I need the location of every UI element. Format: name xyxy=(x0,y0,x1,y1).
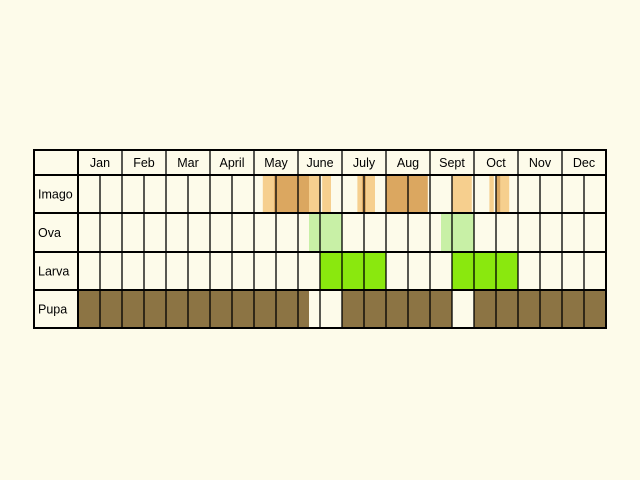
segment-imago-8 xyxy=(452,175,472,213)
month-label-8: Sept xyxy=(439,156,465,170)
segment-imago-4 xyxy=(357,175,362,213)
segment-imago-6 xyxy=(366,175,375,213)
month-label-9: Oct xyxy=(486,156,506,170)
month-label-3: April xyxy=(219,156,244,170)
month-label-6: July xyxy=(353,156,376,170)
month-label-10: Nov xyxy=(529,156,552,170)
month-label-11: Dec xyxy=(573,156,595,170)
segment-imago-9 xyxy=(489,175,494,213)
segment-imago-0 xyxy=(262,175,274,213)
stage-label-larva: Larva xyxy=(38,265,69,279)
table-grid xyxy=(33,149,607,329)
segment-imago-3 xyxy=(322,175,331,213)
segment-fills xyxy=(78,175,606,328)
segment-larva-0 xyxy=(320,252,386,290)
month-label-4: May xyxy=(264,156,288,170)
segment-imago-11 xyxy=(500,175,510,213)
segment-imago-10 xyxy=(496,175,501,213)
segment-imago-2 xyxy=(309,175,320,213)
month-label-1: Feb xyxy=(133,156,155,170)
segment-pupa-0 xyxy=(78,290,309,328)
stage-label-ova: Ova xyxy=(38,226,61,240)
stage-labels: Imago Ova Larva Pupa xyxy=(38,188,73,317)
month-label-2: Mar xyxy=(177,156,199,170)
segment-imago-7 xyxy=(386,175,428,213)
segment-imago-1 xyxy=(273,175,309,213)
month-label-0: Jan xyxy=(90,156,110,170)
month-labels: Jan Feb Mar April May June July Aug Sept Oct Nov De… xyxy=(90,156,595,170)
stage-label-pupa: Pupa xyxy=(38,303,67,317)
month-label-7: Aug xyxy=(397,156,419,170)
month-label-5: June xyxy=(306,156,333,170)
segment-larva-1 xyxy=(452,252,518,290)
stage-label-imago: Imago xyxy=(38,188,73,202)
segment-ova-0 xyxy=(309,213,342,252)
segment-ova-1 xyxy=(441,213,474,252)
segment-pupa-1 xyxy=(342,290,452,328)
